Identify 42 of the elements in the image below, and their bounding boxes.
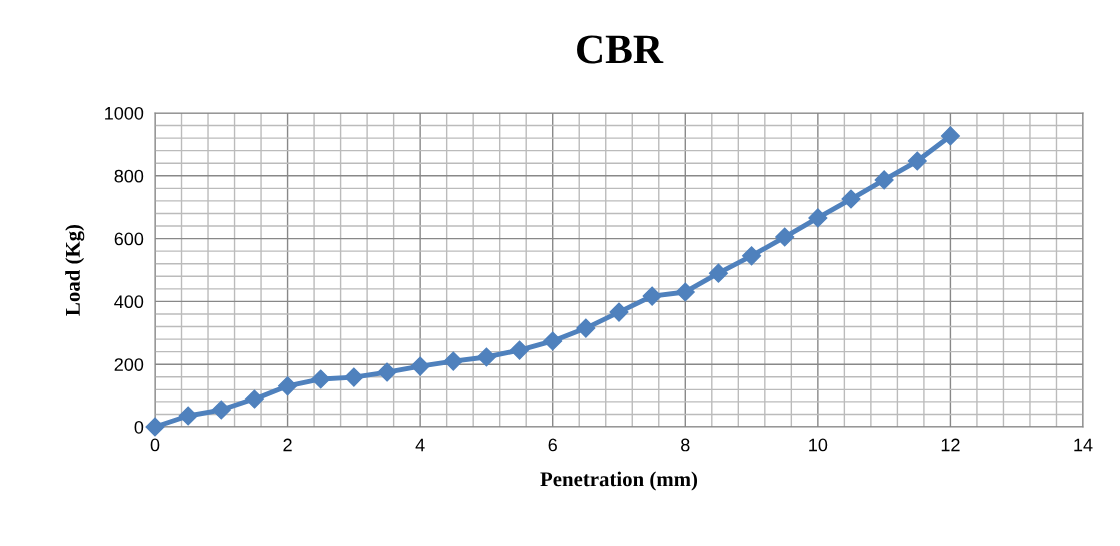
- point: [642, 286, 662, 306]
- x-tick-label: 6: [548, 438, 557, 452]
- x-tick-label: 4: [415, 438, 425, 452]
- point: [775, 227, 795, 247]
- point: [145, 417, 165, 437]
- point: [841, 189, 861, 209]
- point: [510, 340, 530, 360]
- y-tick-label: 200: [114, 358, 144, 371]
- point: [344, 367, 364, 387]
- y-tick-label: 600: [114, 232, 144, 246]
- y-axis-title: Load (Kg): [65, 224, 85, 316]
- y-tick-label: 0: [134, 420, 144, 434]
- point: [907, 151, 927, 171]
- x-tick-label: 8: [681, 438, 690, 452]
- point: [410, 356, 430, 376]
- x-tick-label: 2: [283, 438, 292, 452]
- x-tick-label: 10: [809, 438, 828, 452]
- chart-title: CBR: [577, 35, 664, 64]
- point: [244, 389, 264, 409]
- point: [576, 318, 596, 338]
- point: [377, 362, 397, 382]
- point: [940, 126, 960, 146]
- point: [874, 170, 894, 190]
- x-tick-label: 12: [941, 438, 960, 452]
- point: [211, 400, 231, 420]
- y-tick-label: 400: [114, 295, 144, 309]
- point: [476, 347, 496, 367]
- point: [278, 376, 298, 396]
- point: [742, 246, 762, 266]
- point: [609, 302, 629, 322]
- point: [808, 208, 828, 228]
- point: [178, 406, 198, 426]
- point: [311, 369, 331, 389]
- y-tick-label: 1000: [105, 106, 144, 120]
- point: [675, 282, 695, 302]
- point: [443, 351, 463, 371]
- x-tick-label: 0: [150, 438, 160, 452]
- x-axis-title: Penetration (mm): [540, 471, 698, 491]
- x-tick-label: 14: [1074, 438, 1093, 452]
- point: [708, 263, 728, 283]
- y-tick-label: 800: [114, 169, 144, 183]
- point: [543, 331, 563, 351]
